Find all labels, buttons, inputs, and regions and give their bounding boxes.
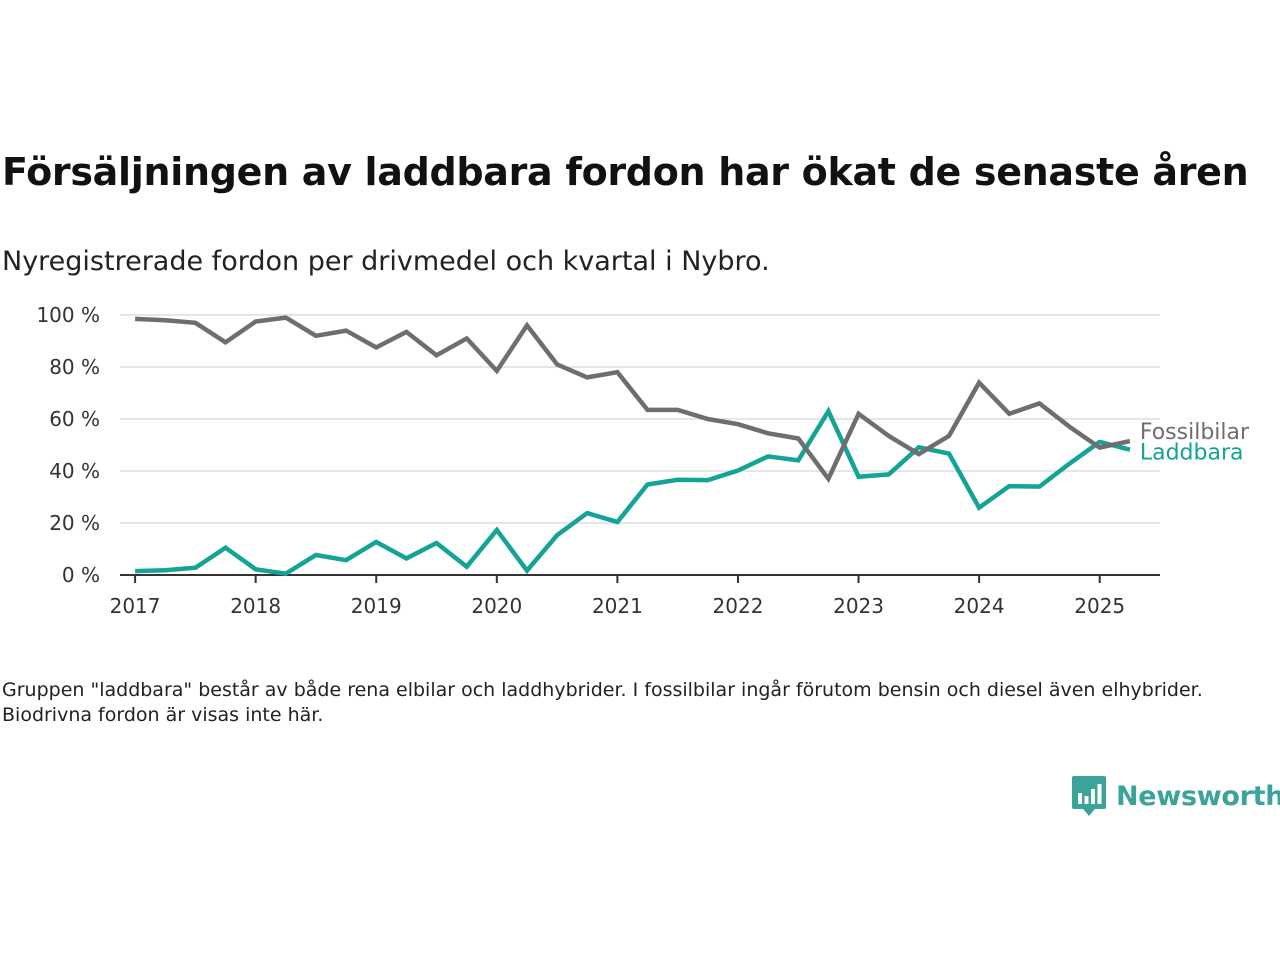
chart-subtitle: Nyregistrerade fordon per drivmedel och … — [2, 246, 770, 277]
x-tick-label: 2017 — [110, 594, 161, 618]
gridlines — [120, 314, 1160, 524]
y-tick-label: 60 % — [49, 407, 100, 431]
footnote: Gruppen "laddbara" består av både rena e… — [2, 679, 1203, 726]
newsworthy-logo-icon — [1072, 776, 1106, 816]
x-tick-label: 2024 — [954, 594, 1005, 618]
series-label-laddbara: Laddbara — [1140, 441, 1244, 466]
chart-title: Försäljningen av laddbara fordon har öka… — [2, 150, 1249, 194]
y-tick-label: 20 % — [49, 511, 100, 535]
logo-text: Newsworthy — [1116, 780, 1280, 812]
y-axis-ticks: 0 % 20 % 40 % 60 % 80 % 100 % — [36, 303, 100, 587]
x-tick-label: 2018 — [230, 594, 281, 618]
x-tick-label: 2025 — [1074, 594, 1125, 618]
y-tick-label: 80 % — [49, 355, 100, 379]
series-line-laddbara — [135, 406, 1131, 577]
series-lines — [135, 315, 1131, 577]
x-tick-label: 2019 — [351, 594, 402, 618]
x-tick-label: 2022 — [713, 594, 764, 618]
series-line-fossilbilar — [135, 315, 1131, 484]
y-tick-label: 0 % — [62, 563, 100, 587]
x-tick-label: 2021 — [592, 594, 643, 618]
x-tick-label: 2023 — [833, 594, 884, 618]
x-tick-label: 2020 — [471, 594, 522, 618]
y-tick-label: 40 % — [49, 459, 100, 483]
series-label-fossilbilar: Fossilbilar — [1140, 420, 1250, 445]
x-axis: 2017 2018 2019 2020 2021 2022 2023 2024 2025 — [110, 574, 1160, 618]
line-chart: 0 % 20 % 40 % 60 % 80 % 100 % 2017 2018 2019 202… — [36, 303, 1250, 618]
y-tick-label: 100 % — [36, 303, 100, 327]
newsworthy-logo[interactable]: Newsworthy — [1072, 776, 1280, 816]
